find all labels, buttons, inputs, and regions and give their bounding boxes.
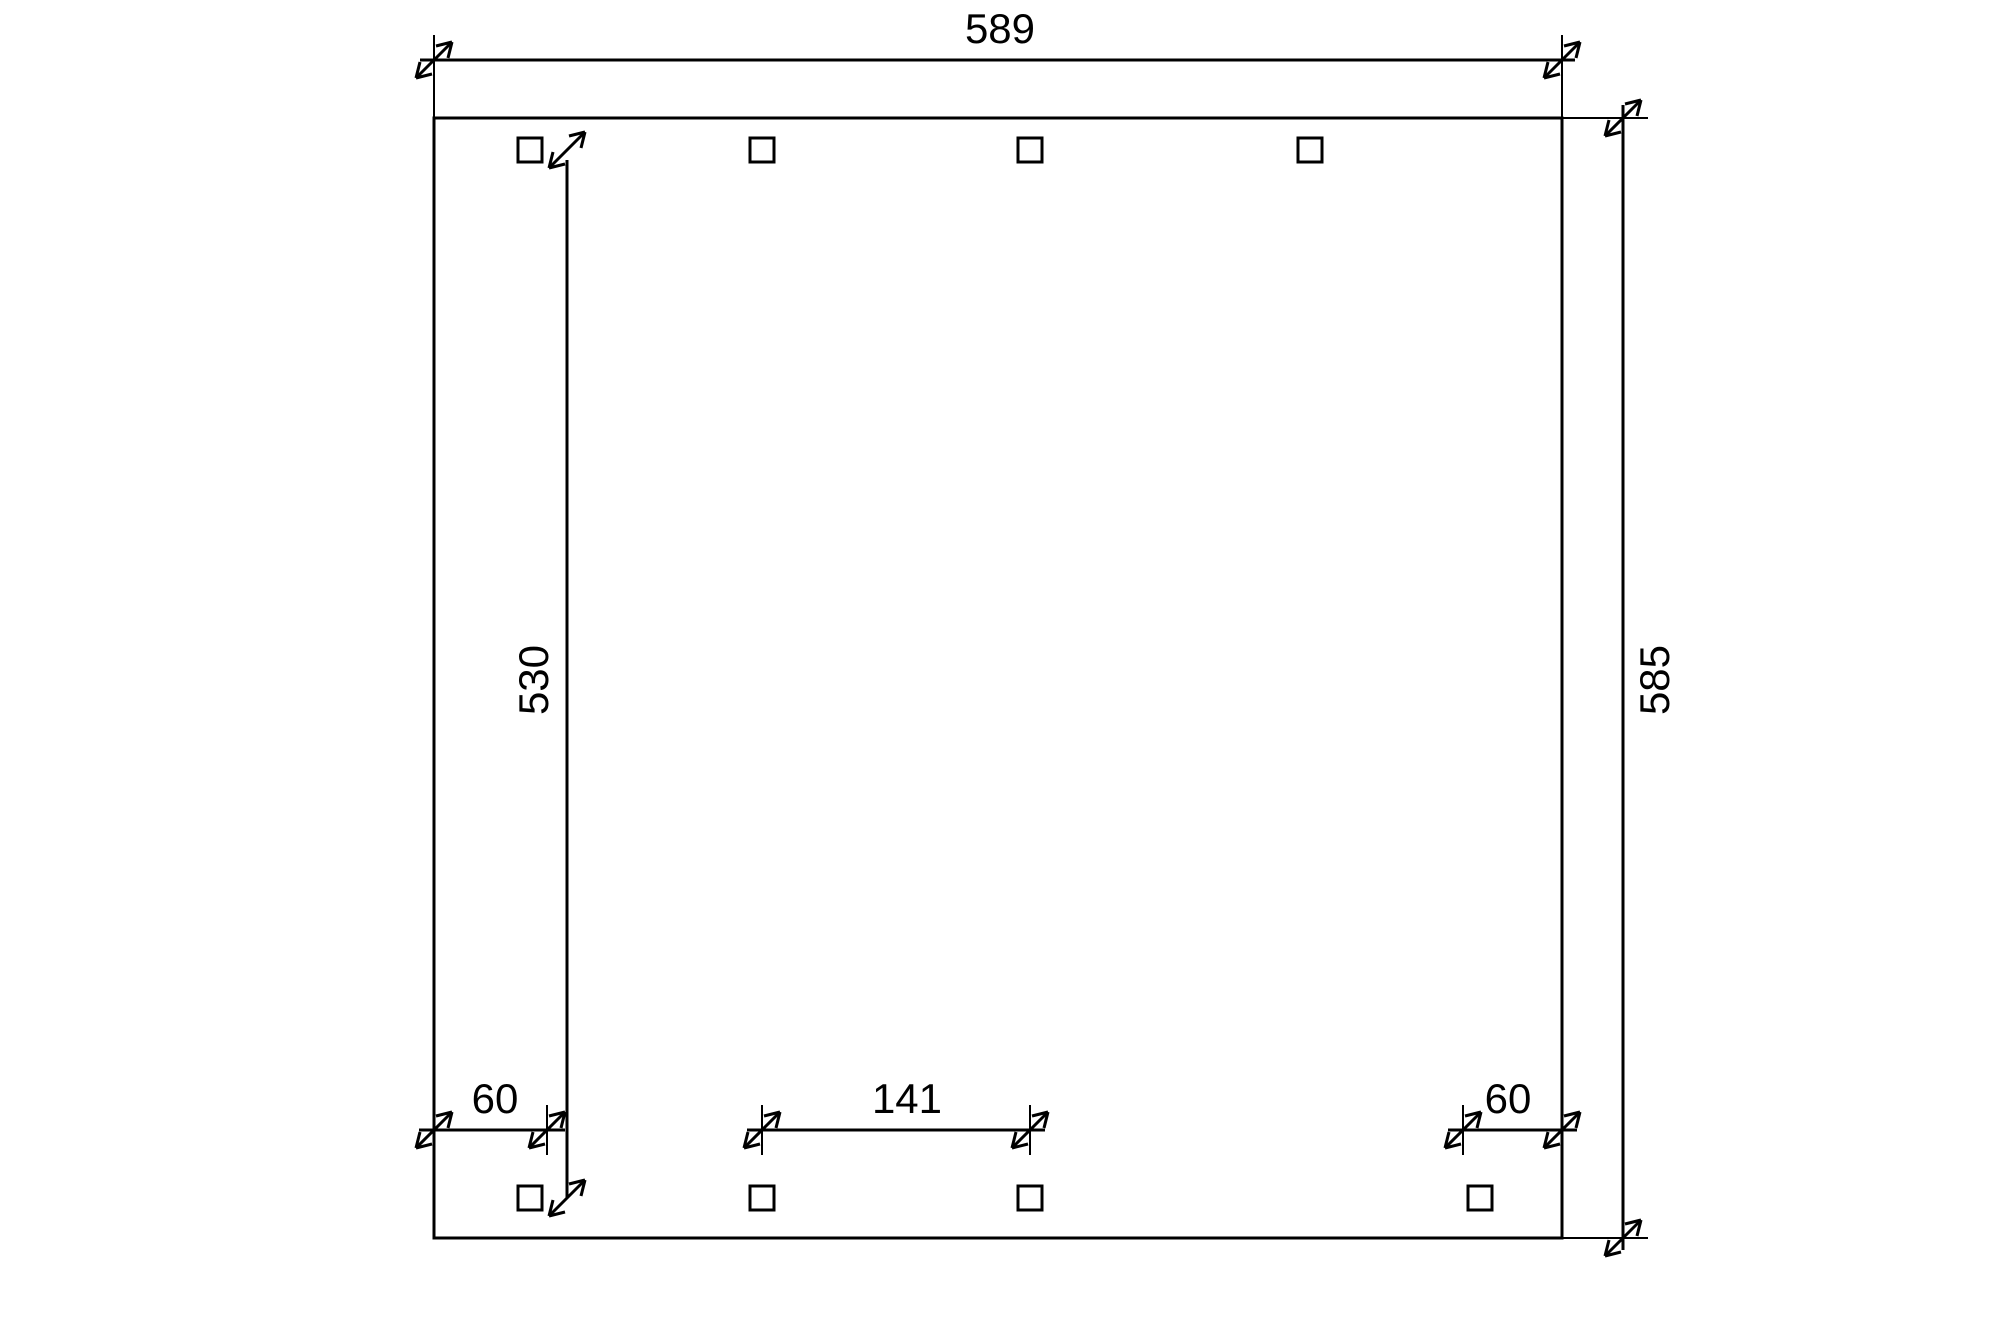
dim-label-585: 585: [1631, 645, 1678, 715]
dim-label-589: 589: [965, 5, 1035, 52]
post-top-0: [518, 138, 542, 162]
post-bottom-3: [1468, 1186, 1492, 1210]
post-bottom-0: [518, 1186, 542, 1210]
post-bottom-2: [1018, 1186, 1042, 1210]
dim-label-141: 141: [872, 1075, 942, 1122]
dim-label-60-left: 60: [472, 1075, 519, 1122]
outline-rect: [434, 118, 1562, 1238]
dim-label-60-right: 60: [1485, 1075, 1532, 1122]
post-top-1: [750, 138, 774, 162]
post-bottom-1: [750, 1186, 774, 1210]
post-top-2: [1018, 138, 1042, 162]
dim-label-530: 530: [510, 645, 557, 715]
post-top-3: [1298, 138, 1322, 162]
